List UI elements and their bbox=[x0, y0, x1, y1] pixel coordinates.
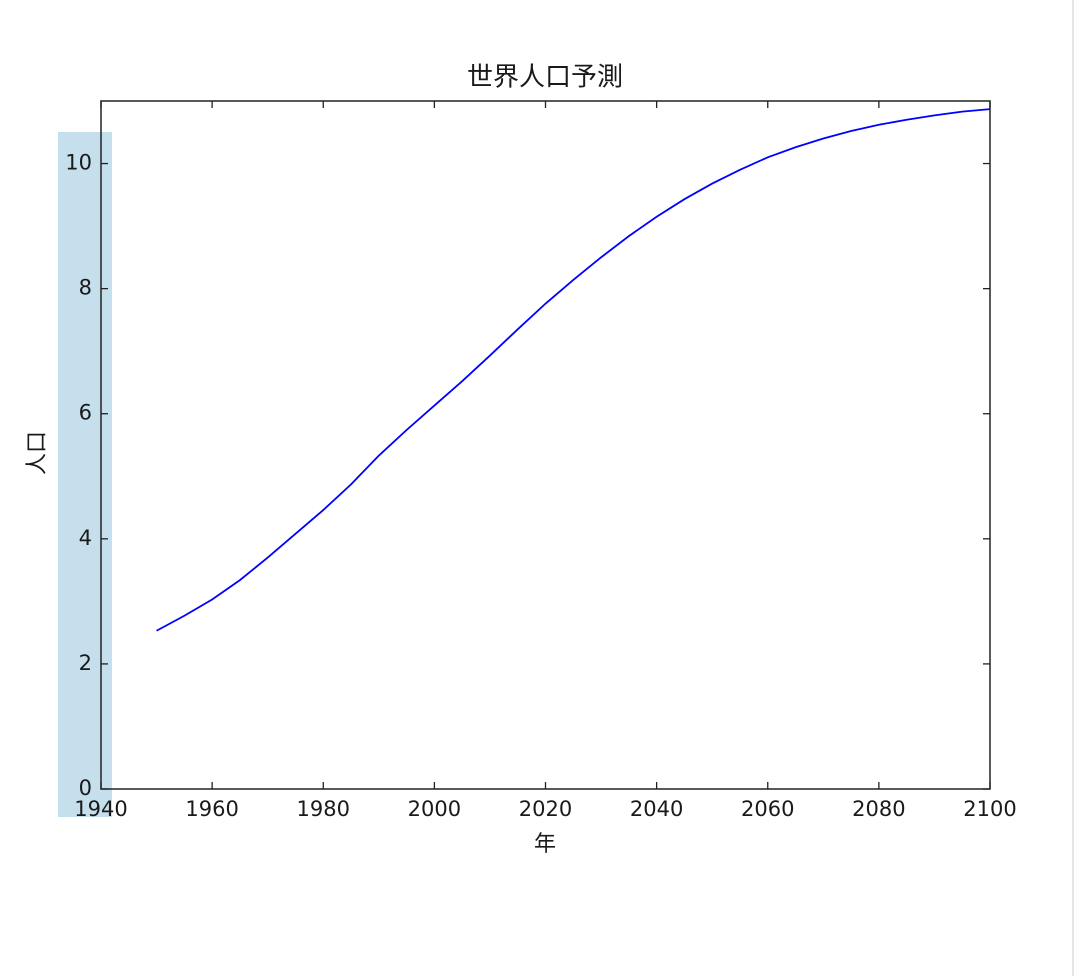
x-tick-label: 2060 bbox=[741, 797, 794, 821]
chart-title: 世界人口予測 bbox=[467, 63, 623, 93]
y-axis-label: 人口 bbox=[25, 431, 50, 475]
x-tick-label: 1980 bbox=[297, 797, 350, 821]
x-axis-label: 年 bbox=[534, 832, 556, 857]
x-tick-label: 2100 bbox=[963, 797, 1016, 821]
y-tick-label: 2 bbox=[79, 651, 92, 675]
x-tick-label: 2020 bbox=[519, 797, 572, 821]
series-line bbox=[156, 108, 991, 632]
x-tick-label: 2080 bbox=[852, 797, 905, 821]
x-tick-label: 1940 bbox=[74, 797, 127, 821]
x-tick-label: 1960 bbox=[185, 797, 238, 821]
x-tick-label: 2040 bbox=[630, 797, 683, 821]
y-tick-label: 6 bbox=[79, 401, 92, 425]
y-tick-label: 0 bbox=[79, 776, 92, 800]
y-tick-label: 4 bbox=[79, 526, 92, 550]
highlight bbox=[58, 132, 112, 817]
y-tick-label: 8 bbox=[79, 276, 92, 300]
plot-frame bbox=[100, 100, 991, 790]
y-tick-label: 10 bbox=[65, 151, 92, 175]
x-tick-label: 2000 bbox=[408, 797, 461, 821]
